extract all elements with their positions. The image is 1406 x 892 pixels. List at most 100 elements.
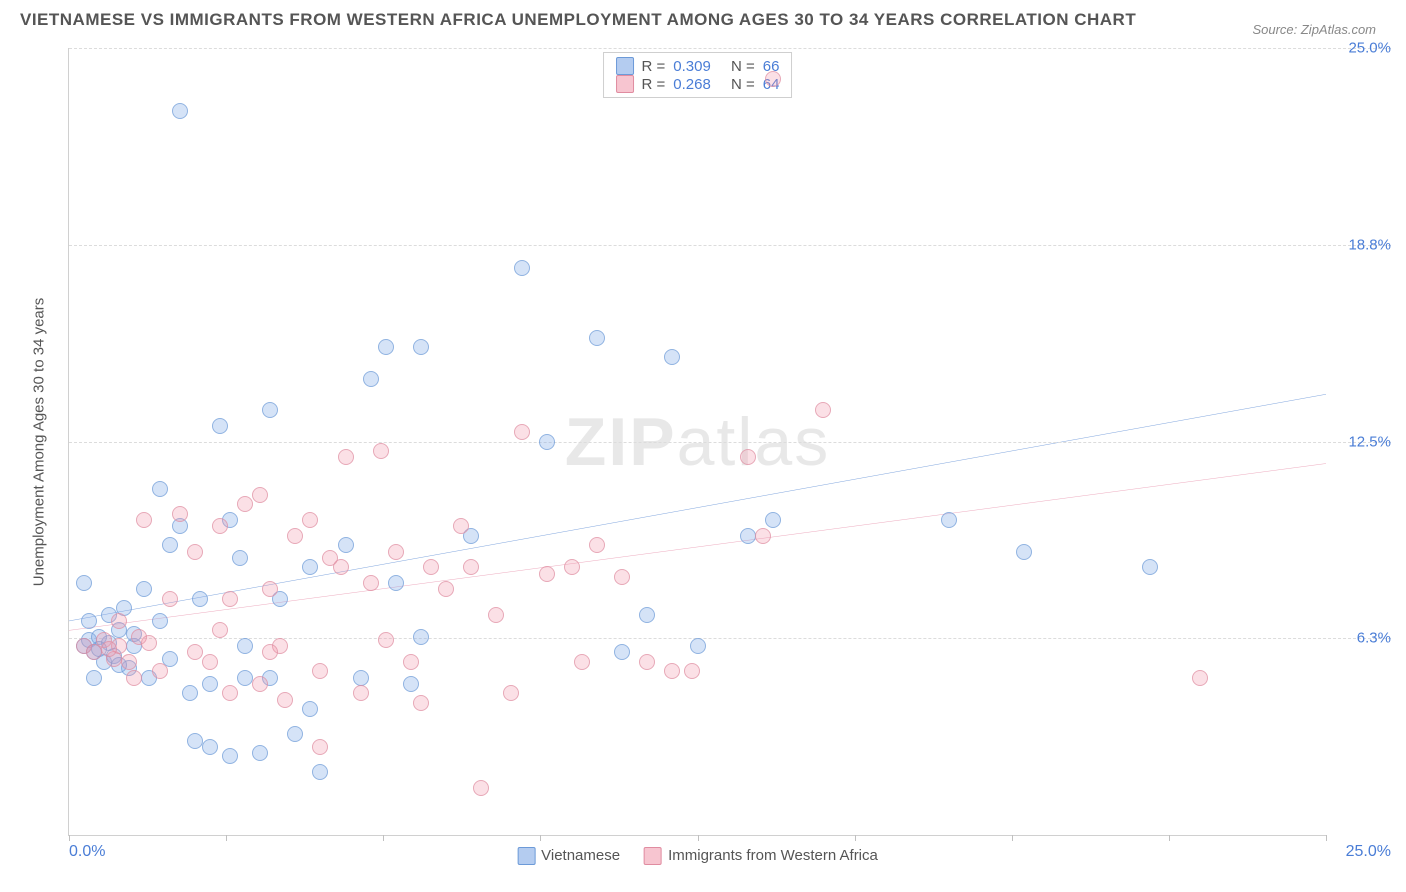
y-tick-label: 25.0% [1331, 40, 1391, 57]
data-point [740, 528, 756, 544]
data-point [755, 528, 771, 544]
data-point [302, 512, 318, 528]
gridline [69, 48, 1391, 49]
data-point [212, 518, 228, 534]
data-point [222, 748, 238, 764]
y-tick-label: 18.8% [1331, 236, 1391, 253]
data-point [941, 512, 957, 528]
data-point [363, 575, 379, 591]
source-label: Source: ZipAtlas.com [1252, 22, 1376, 37]
data-point [172, 103, 188, 119]
data-point [639, 607, 655, 623]
data-point [353, 670, 369, 686]
data-point [262, 402, 278, 418]
x-tick-label: 25.0% [1346, 843, 1391, 861]
data-point [76, 575, 92, 591]
data-point [222, 591, 238, 607]
data-point [162, 591, 178, 607]
data-point [378, 632, 394, 648]
data-point [589, 537, 605, 553]
plot-area: Unemployment Among Ages 30 to 34 years Z… [68, 48, 1326, 836]
x-tick [1012, 835, 1013, 841]
data-point [684, 663, 700, 679]
data-point [136, 581, 152, 597]
legend-stats: R = 0.309 N = 66 R = 0.268 N = 64 [603, 52, 793, 98]
x-tick-label: 0.0% [69, 843, 105, 861]
x-tick [69, 835, 70, 841]
gridline [69, 638, 1391, 639]
data-point [1142, 559, 1158, 575]
data-point [403, 654, 419, 670]
x-tick [1326, 835, 1327, 841]
trend-line-s1 [69, 394, 1326, 621]
data-point [614, 569, 630, 585]
data-point [141, 635, 157, 651]
data-point [287, 726, 303, 742]
data-point [192, 591, 208, 607]
data-point [589, 330, 605, 346]
data-point [690, 638, 706, 654]
data-point [413, 339, 429, 355]
data-point [463, 559, 479, 575]
legend-series: Vietnamese Immigrants from Western Afric… [517, 847, 878, 865]
data-point [81, 613, 97, 629]
data-point [338, 449, 354, 465]
data-point [765, 71, 781, 87]
data-point [252, 487, 268, 503]
data-point [765, 512, 781, 528]
data-point [438, 581, 454, 597]
data-point [639, 654, 655, 670]
data-point [187, 644, 203, 660]
data-point [664, 663, 680, 679]
data-point [182, 685, 198, 701]
data-point [136, 512, 152, 528]
data-point [212, 622, 228, 638]
data-point [539, 434, 555, 450]
data-point [302, 559, 318, 575]
data-point [187, 733, 203, 749]
data-point [126, 670, 142, 686]
data-point [413, 629, 429, 645]
data-point [262, 581, 278, 597]
data-point [1016, 544, 1032, 560]
data-point [237, 670, 253, 686]
legend-swatch-s2 [616, 75, 634, 93]
legend-item: Immigrants from Western Africa [644, 847, 878, 865]
data-point [473, 780, 489, 796]
y-tick-label: 6.3% [1331, 630, 1391, 647]
data-point [152, 613, 168, 629]
gridline [69, 245, 1391, 246]
data-point [312, 764, 328, 780]
data-point [172, 506, 188, 522]
data-point [614, 644, 630, 660]
data-point [564, 559, 580, 575]
data-point [312, 739, 328, 755]
data-point [212, 418, 228, 434]
legend-stats-row: R = 0.309 N = 66 [616, 57, 780, 75]
data-point [232, 550, 248, 566]
data-point [378, 339, 394, 355]
data-point [1192, 670, 1208, 686]
data-point [503, 685, 519, 701]
data-point [539, 566, 555, 582]
data-point [338, 537, 354, 553]
data-point [353, 685, 369, 701]
data-point [111, 613, 127, 629]
data-point [152, 663, 168, 679]
data-point [740, 449, 756, 465]
data-point [302, 701, 318, 717]
data-point [514, 424, 530, 440]
x-tick [226, 835, 227, 841]
data-point [187, 544, 203, 560]
y-axis-title: Unemployment Among Ages 30 to 34 years [31, 297, 48, 586]
data-point [363, 371, 379, 387]
data-point [237, 638, 253, 654]
correlation-chart: VIETNAMESE VS IMMIGRANTS FROM WESTERN AF… [20, 10, 1396, 882]
gridline [69, 442, 1391, 443]
data-point [815, 402, 831, 418]
data-point [237, 496, 253, 512]
data-point [388, 575, 404, 591]
data-point [664, 349, 680, 365]
data-point [202, 739, 218, 755]
data-point [121, 654, 137, 670]
